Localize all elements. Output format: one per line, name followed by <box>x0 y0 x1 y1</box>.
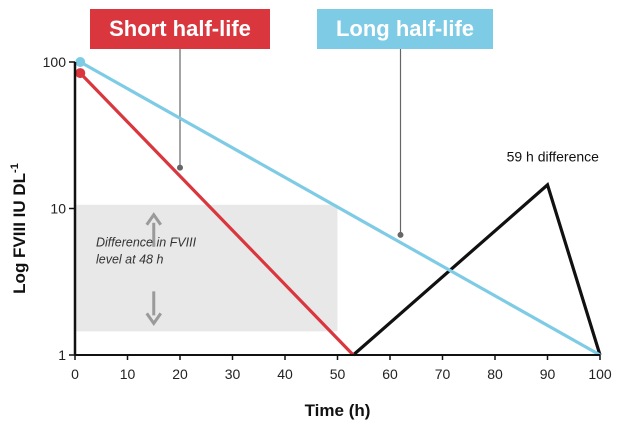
x-tick-label-0: 0 <box>71 366 79 382</box>
x-tick-label-9: 90 <box>540 366 556 382</box>
y-tick-label-0: 1 <box>58 347 66 363</box>
x-tick-label-7: 70 <box>435 366 451 382</box>
series-line-0 <box>79 71 355 357</box>
difference-triangle <box>352 182 602 357</box>
legend-leader-layer <box>177 49 404 238</box>
arrow-down-icon <box>145 312 162 326</box>
x-tick-label-2: 20 <box>172 366 188 382</box>
series-start-point-0 <box>75 68 86 79</box>
series-layer <box>75 57 602 357</box>
annotation-59h-difference: 59 h difference <box>507 148 600 164</box>
y-axis-label: Log FVIII IU DL-1 <box>9 163 29 294</box>
annotation-difference-fviii: Difference in FVIII level at 48 h <box>96 236 197 267</box>
annotation-line-1: level at 48 h <box>96 253 163 267</box>
shaded-region-layer <box>75 204 338 332</box>
x-tick-label-4: 40 <box>277 366 293 382</box>
arrow-up-icon <box>145 212 162 226</box>
x-tick-label-3: 30 <box>225 366 241 382</box>
y-tick-label-2: 100 <box>43 54 67 70</box>
x-tick-label-6: 60 <box>382 366 398 382</box>
legend-long-half-life: Long half-life <box>317 9 493 49</box>
x-axis-label: Time (h) <box>305 401 371 420</box>
series-line-1 <box>79 60 601 357</box>
x-tick-label-1: 10 <box>120 366 136 382</box>
legend-leader-dot-0 <box>177 164 183 171</box>
y-tick-label-1: 10 <box>50 201 66 217</box>
legend-leader-dot-1 <box>397 231 404 238</box>
annotation-layer: 59 h difference Difference in FVIII level … <box>96 148 599 266</box>
x-tick-label-8: 80 <box>487 366 503 382</box>
legend-short-half-life: Short half-life <box>90 9 270 49</box>
x-tick-label-5: 50 <box>330 366 346 382</box>
y-axis-label-superscript: -1 <box>9 163 21 173</box>
shaded-difference-region <box>75 204 338 332</box>
x-tick-label-10: 100 <box>588 366 612 382</box>
annotation-line-0: Difference in FVIII <box>96 236 197 250</box>
series-start-point-1 <box>75 57 86 67</box>
